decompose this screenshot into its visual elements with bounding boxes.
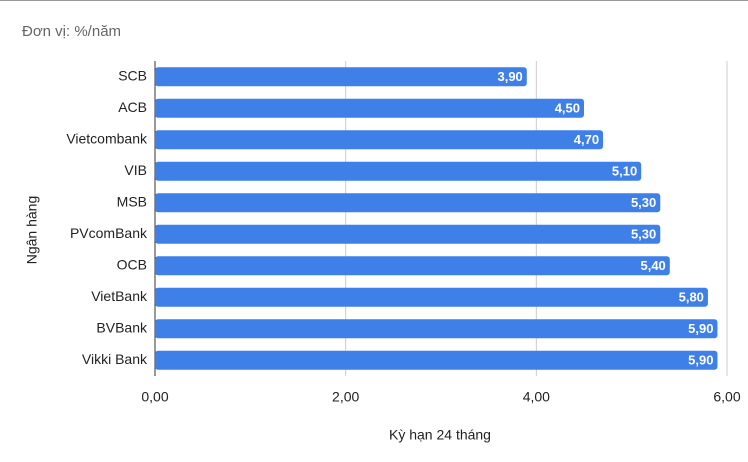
x-axis-title: Kỳ hạn 24 tháng bbox=[389, 427, 491, 443]
y-tick-label: VietBank bbox=[91, 288, 148, 304]
data-label: 5,40 bbox=[640, 258, 665, 273]
y-tick-label: VIB bbox=[124, 162, 147, 178]
data-label: 4,50 bbox=[555, 101, 580, 116]
y-axis-title: Ngân hàng bbox=[24, 196, 40, 265]
bar bbox=[155, 98, 584, 118]
y-tick-label: OCB bbox=[117, 256, 147, 272]
bar bbox=[155, 256, 670, 276]
y-tick-label: Vikki Bank bbox=[82, 351, 148, 367]
bar bbox=[155, 287, 708, 307]
data-label: 5,30 bbox=[631, 227, 656, 242]
x-tick-label: 2,00 bbox=[332, 389, 359, 405]
bar bbox=[155, 67, 527, 87]
bar bbox=[155, 319, 718, 339]
data-label: 5,10 bbox=[612, 164, 637, 179]
data-label: 5,90 bbox=[688, 321, 713, 336]
y-tick-label: MSB bbox=[117, 193, 147, 209]
data-label: 3,90 bbox=[497, 69, 522, 84]
bar bbox=[155, 224, 661, 244]
y-tick-label: SCB bbox=[118, 67, 147, 83]
y-tick-label: BVBank bbox=[96, 319, 148, 335]
y-tick-label: Vietcombank bbox=[66, 130, 148, 146]
y-tick-label: PVcomBank bbox=[70, 225, 148, 241]
data-label: 4,70 bbox=[574, 132, 599, 147]
data-label: 5,30 bbox=[631, 195, 656, 210]
chart-subtitle: Đơn vị: %/năm bbox=[22, 23, 121, 40]
x-tick-label: 6,00 bbox=[713, 389, 740, 405]
x-tick-label: 4,00 bbox=[523, 389, 550, 405]
data-label: 5,90 bbox=[688, 353, 713, 368]
bar bbox=[155, 193, 661, 213]
bar bbox=[155, 161, 642, 181]
data-label: 5,80 bbox=[679, 290, 704, 305]
bar bbox=[155, 350, 718, 370]
bar bbox=[155, 130, 604, 150]
x-tick-label: 0,00 bbox=[141, 389, 168, 405]
y-tick-label: ACB bbox=[118, 99, 147, 115]
